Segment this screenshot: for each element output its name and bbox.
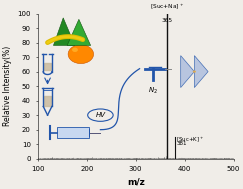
Text: $N_2$: $N_2$ <box>148 86 158 96</box>
Circle shape <box>68 45 94 64</box>
Polygon shape <box>53 18 75 46</box>
Polygon shape <box>181 56 194 88</box>
Polygon shape <box>194 56 208 88</box>
Y-axis label: Relative Intensity(%): Relative Intensity(%) <box>3 46 12 126</box>
Ellipse shape <box>88 109 113 121</box>
Text: [Suc+K]$^+$: [Suc+K]$^+$ <box>176 136 204 145</box>
Text: 365: 365 <box>162 18 173 23</box>
X-axis label: m/z: m/z <box>127 177 145 186</box>
Text: 381: 381 <box>176 141 187 146</box>
Circle shape <box>72 48 78 52</box>
Text: HV: HV <box>95 112 105 118</box>
Text: [Suc+Na]$^+$: [Suc+Na]$^+$ <box>150 3 184 12</box>
Polygon shape <box>67 19 91 46</box>
FancyBboxPatch shape <box>57 127 89 138</box>
Circle shape <box>193 70 196 73</box>
